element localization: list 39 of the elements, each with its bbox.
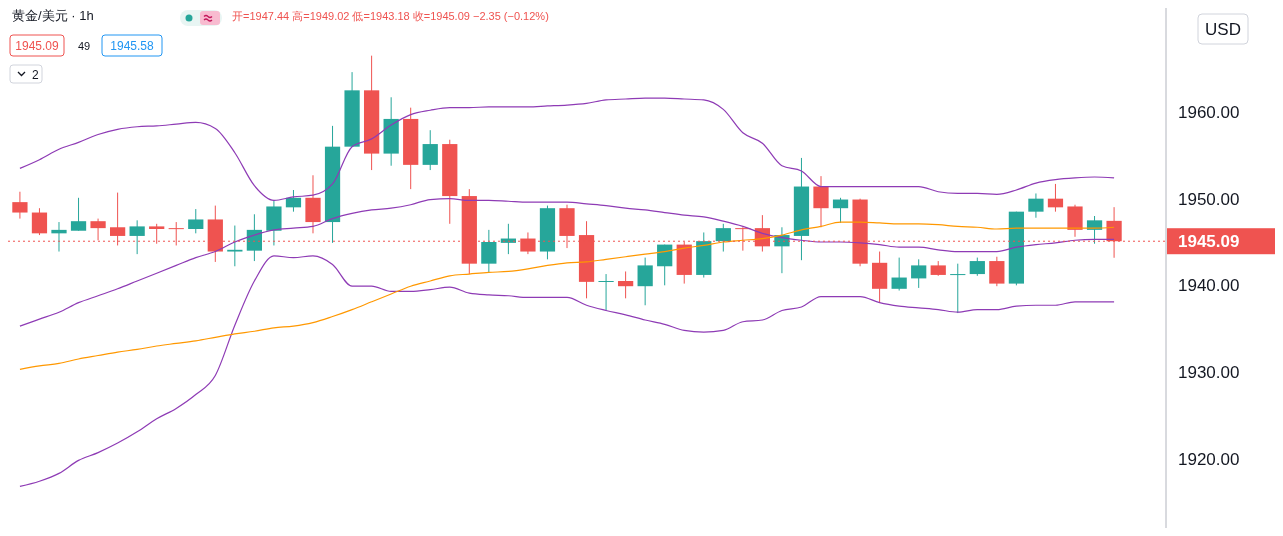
candlestick: [188, 208, 204, 234]
candlestick: [989, 256, 1005, 287]
line-series: [19, 255, 1115, 487]
candlestick: [12, 191, 28, 220]
y-tick-label: 1960.00: [1178, 103, 1240, 122]
y-tick-label: 1920.00: [1178, 449, 1240, 469]
candlestick: [51, 221, 67, 253]
candlestick: [715, 223, 731, 253]
ref-line-label: 1945.09: [1178, 232, 1240, 252]
candlestick: [832, 197, 849, 224]
candlestick: [246, 213, 262, 262]
annotation: 1945.58: [110, 39, 155, 53]
annotation: 49: [77, 40, 91, 52]
chart-subtitle: 开=1947.44 高=1949.02 低=1943.18 收=1945.09 −2.35 (−0.12%): [232, 10, 549, 22]
candlestick: [813, 175, 829, 228]
candlestick: [1047, 183, 1064, 213]
candlestick: [1067, 204, 1083, 238]
candlestick: [950, 263, 966, 314]
y-tick-label: 1950.00: [1178, 189, 1240, 209]
candlestick: [31, 207, 48, 236]
candlestick: [618, 270, 634, 299]
candlestick: [70, 197, 87, 232]
candlestick: [227, 225, 243, 267]
text: USD: [1205, 20, 1241, 39]
candlestick: [891, 257, 907, 292]
candlestick: [637, 257, 653, 306]
candlestick: [422, 129, 438, 171]
candlestick: [969, 257, 985, 277]
chart-title: 黄金/美元 · 1h: [12, 8, 94, 23]
candlestick: [129, 219, 145, 255]
annotation: 2: [32, 68, 39, 82]
candlestick: [481, 229, 497, 273]
candlestick: [285, 189, 302, 213]
candlestick: [598, 273, 614, 311]
annotation: 1945.09: [15, 39, 60, 53]
candlestick: [911, 258, 927, 289]
y-tick-label: 1940.00: [1178, 276, 1240, 296]
y-tick-label: 1930.00: [1178, 363, 1240, 382]
candlestick: [1028, 192, 1044, 219]
